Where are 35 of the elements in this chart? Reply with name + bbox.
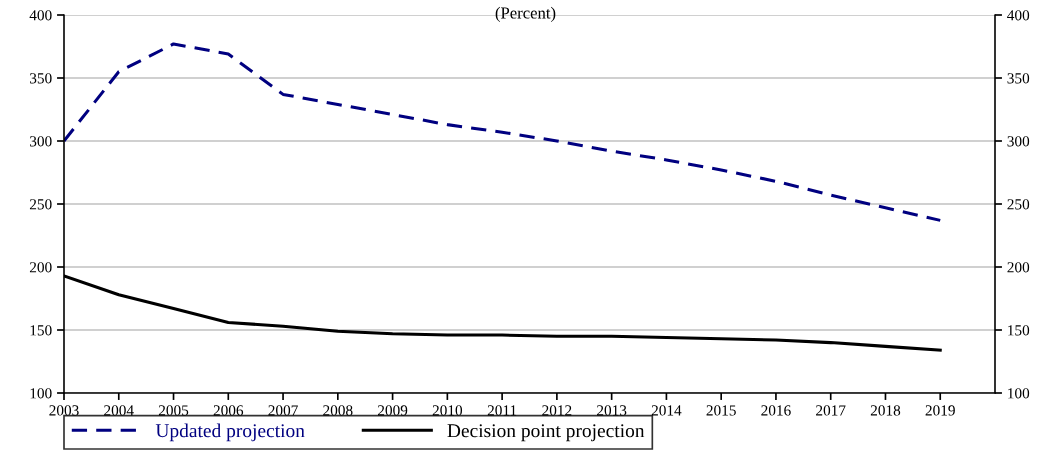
x-tick-label: 2010	[432, 405, 463, 416]
x-tick-label: 2018	[870, 405, 901, 416]
y2-tick-label: 200	[1007, 262, 1030, 273]
y2-tick-label: 150	[1008, 325, 1030, 336]
line-series	[64, 42, 942, 222]
y-tick-label: 100	[30, 388, 52, 399]
y2-tick-label: 400	[1007, 10, 1030, 21]
y-tick-label: 350	[30, 73, 52, 84]
x-tick-label: 2008	[323, 405, 353, 416]
y-tick-label: 300	[30, 136, 52, 147]
y-tick-label: 250	[29, 199, 52, 210]
x-tick-label: 2012	[542, 405, 572, 416]
x-tick-label: 2014	[651, 405, 682, 416]
legend-label: Decision point projection	[447, 424, 645, 442]
y-tick-label: 200	[29, 262, 52, 273]
y2-tick-label: 350	[1007, 73, 1030, 84]
legend-label: Updated projection	[155, 423, 305, 442]
x-tick-label: 2007	[268, 405, 298, 416]
x-tick-label: 2017	[816, 405, 846, 416]
x-tick-label: 2015	[706, 405, 736, 416]
x-tick-label: 2005	[158, 405, 189, 416]
y2-tick-label: 300	[1007, 136, 1030, 147]
chart-title: (Percent)	[495, 6, 556, 22]
x-tick-label: 2019	[925, 405, 955, 416]
x-tick-label: 2011	[487, 405, 517, 416]
x-tick-label: 2004	[104, 405, 134, 416]
x-tick-label: 2016	[761, 405, 791, 416]
y-tick-label: 400	[29, 10, 52, 21]
y2-tick-label: 100	[1008, 388, 1030, 399]
x-tick-label: 2013	[597, 405, 627, 416]
x-tick-label: 2006	[213, 405, 244, 416]
x-tick-label: 2003	[49, 405, 79, 416]
y2-tick-label: 250	[1007, 199, 1030, 210]
y-tick-label: 150	[30, 325, 52, 336]
x-tick-label: 2009	[377, 405, 408, 416]
